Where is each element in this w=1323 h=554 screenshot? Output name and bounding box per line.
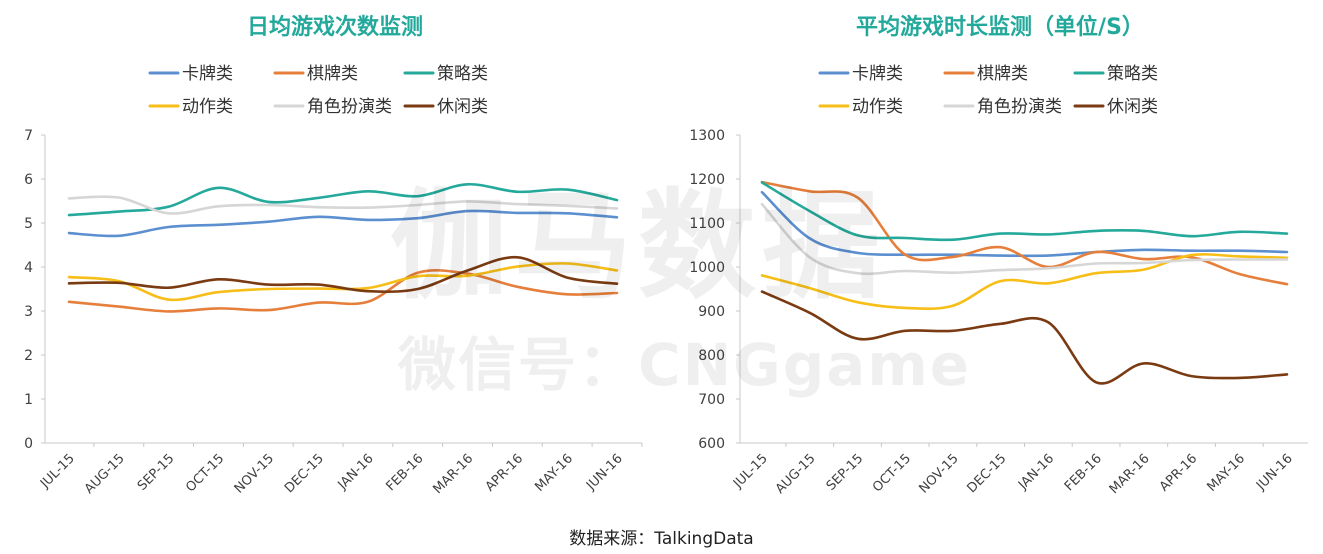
y-tick-label: 700	[698, 392, 725, 408]
y-tick-label: 0	[24, 436, 33, 452]
x-tick-label: JUL-15	[37, 451, 78, 492]
x-tick-label: APR-16	[1157, 451, 1200, 494]
x-tick-label: FEB-16	[384, 451, 427, 494]
legend-label: 棋牌类	[307, 64, 358, 84]
legend-item: 策略类	[403, 64, 488, 84]
x-tick-label: DEC-15	[282, 451, 327, 496]
x-tick-label: AUG-15	[773, 451, 819, 497]
x-tick-label: DEC-15	[965, 451, 1010, 496]
x-tick-label: FEB-16	[1062, 451, 1105, 494]
legend-item: 策略类	[1073, 64, 1158, 84]
legend-item: 休闲类	[1073, 97, 1158, 117]
legend-item: 棋牌类	[943, 64, 1028, 84]
series-line	[760, 190, 1289, 258]
series-line	[760, 181, 1289, 242]
legend-item: 卡牌类	[148, 64, 233, 84]
x-tick-label: SEP-15	[135, 451, 178, 494]
legend-label: 角色扮演类	[307, 97, 392, 117]
y-tick-label: 4	[24, 260, 33, 276]
x-tick-label: AUG-15	[82, 451, 128, 497]
legend-item: 卡牌类	[818, 64, 903, 84]
x-tick-label: MAY-16	[1204, 451, 1248, 495]
y-tick-label: 600	[698, 436, 725, 452]
series-line	[67, 269, 619, 313]
x-tick-label: JAN-16	[335, 451, 377, 493]
legend-item: 角色扮演类	[273, 97, 392, 117]
x-tick-label: MAR-16	[1107, 451, 1153, 497]
axes: 0 1 2 3 4 5 6 7 JUL-15 AUG-15 SEP-15 OCT-15 NOV-15 DE…	[24, 128, 643, 497]
legend-item: 棋牌类	[273, 64, 358, 84]
series-lines	[760, 180, 1289, 385]
x-tick-label: MAY-16	[532, 451, 576, 495]
legend-label: 休闲类	[437, 97, 488, 117]
x-tick-label: NOV-15	[916, 451, 961, 496]
series-line	[760, 180, 1289, 286]
x-tick-label: JUL-15	[730, 451, 771, 492]
series-line	[67, 182, 619, 217]
series-line	[760, 290, 1289, 385]
legend-label: 动作类	[852, 97, 903, 117]
x-tick-label: NOV-15	[232, 451, 277, 496]
chart-title: 平均游戏时长监测（单位/S）	[856, 14, 1144, 40]
x-tick-label: JAN-16	[1015, 451, 1057, 493]
series-line	[67, 209, 619, 238]
series-line	[67, 255, 619, 294]
legend-item: 休闲类	[403, 97, 488, 117]
x-tick-label: SEP-15	[824, 451, 867, 494]
series-line	[67, 262, 619, 302]
legend-item: 角色扮演类	[943, 97, 1062, 117]
series-lines	[67, 182, 619, 313]
y-tick-label: 2	[24, 348, 33, 364]
legend-item: 动作类	[818, 97, 903, 117]
x-tick-label: JUN-16	[583, 451, 626, 494]
series-line	[760, 202, 1289, 276]
x-tick-label: MAR-16	[431, 451, 477, 497]
legend-label: 棋牌类	[977, 64, 1028, 84]
legend-label: 卡牌类	[182, 64, 233, 84]
series-line	[760, 253, 1289, 311]
y-tick-label: 1000	[689, 260, 725, 276]
x-tick-label: OCT-15	[183, 451, 227, 495]
source-label: 数据来源：TalkingData	[569, 529, 754, 549]
legend-label: 策略类	[437, 64, 488, 84]
legend-label: 角色扮演类	[977, 97, 1062, 117]
y-tick-label: 3	[24, 304, 33, 320]
y-tick-label: 5	[24, 216, 33, 232]
y-tick-label: 900	[698, 304, 725, 320]
legend-label: 动作类	[182, 97, 233, 117]
series-line	[67, 195, 619, 215]
legend-label: 休闲类	[1107, 97, 1158, 117]
chart-title: 日均游戏次数监测	[247, 14, 423, 40]
y-tick-label: 1200	[689, 172, 725, 188]
y-tick-label: 1	[24, 392, 33, 408]
y-tick-label: 1300	[689, 128, 725, 144]
y-tick-label: 1100	[689, 216, 725, 232]
x-tick-label: OCT-15	[870, 451, 914, 495]
y-tick-label: 7	[24, 128, 33, 144]
legend-label: 策略类	[1107, 64, 1158, 84]
y-tick-label: 800	[698, 348, 725, 364]
axes: 600 700 800 900 1000 1100 1200 1300 JUL-15 AUG-15…	[689, 128, 1308, 497]
x-tick-label: APR-16	[483, 451, 526, 494]
legend-item: 动作类	[148, 97, 233, 117]
legend-label: 卡牌类	[852, 64, 903, 84]
x-tick-label: JUN-16	[1253, 451, 1296, 494]
y-tick-label: 6	[24, 172, 33, 188]
